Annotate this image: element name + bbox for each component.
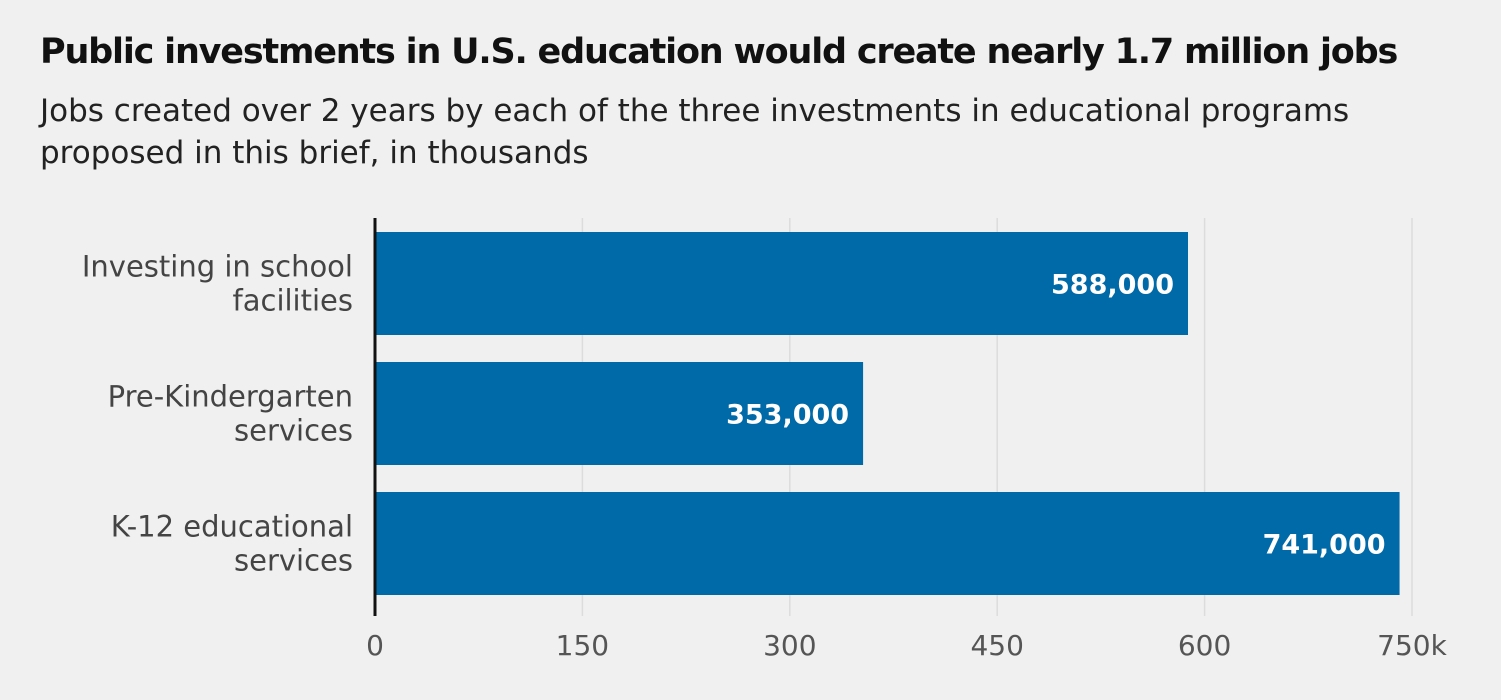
x-tick-label: 600 <box>1178 629 1231 662</box>
bar <box>375 492 1400 595</box>
bars: 588,000 353,000 741,000 <box>375 232 1400 595</box>
bar-value-label: 353,000 <box>726 400 849 431</box>
bar <box>375 232 1189 335</box>
chart-subtitle: Jobs created over 2 years by each of the… <box>40 93 1350 171</box>
category-label: K-12 educational services <box>111 510 353 578</box>
bar <box>375 362 864 465</box>
category-label-line: K-12 educational <box>111 510 353 544</box>
x-tick-label: 750k <box>1377 629 1447 662</box>
category-label-line: services <box>234 414 353 448</box>
category-label-line: Pre-Kindergarten <box>108 380 353 414</box>
x-tick-label: 300 <box>763 629 816 662</box>
bar-value-label: 741,000 <box>1263 530 1386 561</box>
x-tick-label: 0 <box>366 629 384 662</box>
x-tick-label: 450 <box>970 629 1023 662</box>
bar-value-label: 588,000 <box>1051 270 1174 301</box>
category-label-line: services <box>234 544 353 578</box>
axes: 0 150 300 450 600 750k Investing in school faci… <box>82 218 1448 662</box>
category-label-line: Investing in school <box>82 250 353 284</box>
chart-title: Public investments in U.S. education wou… <box>40 32 1398 72</box>
category-label-line: facilities <box>233 284 353 318</box>
category-label: Investing in school facilities <box>82 250 353 318</box>
x-tick-label: 150 <box>556 629 609 662</box>
category-label: Pre-Kindergarten services <box>108 380 353 448</box>
